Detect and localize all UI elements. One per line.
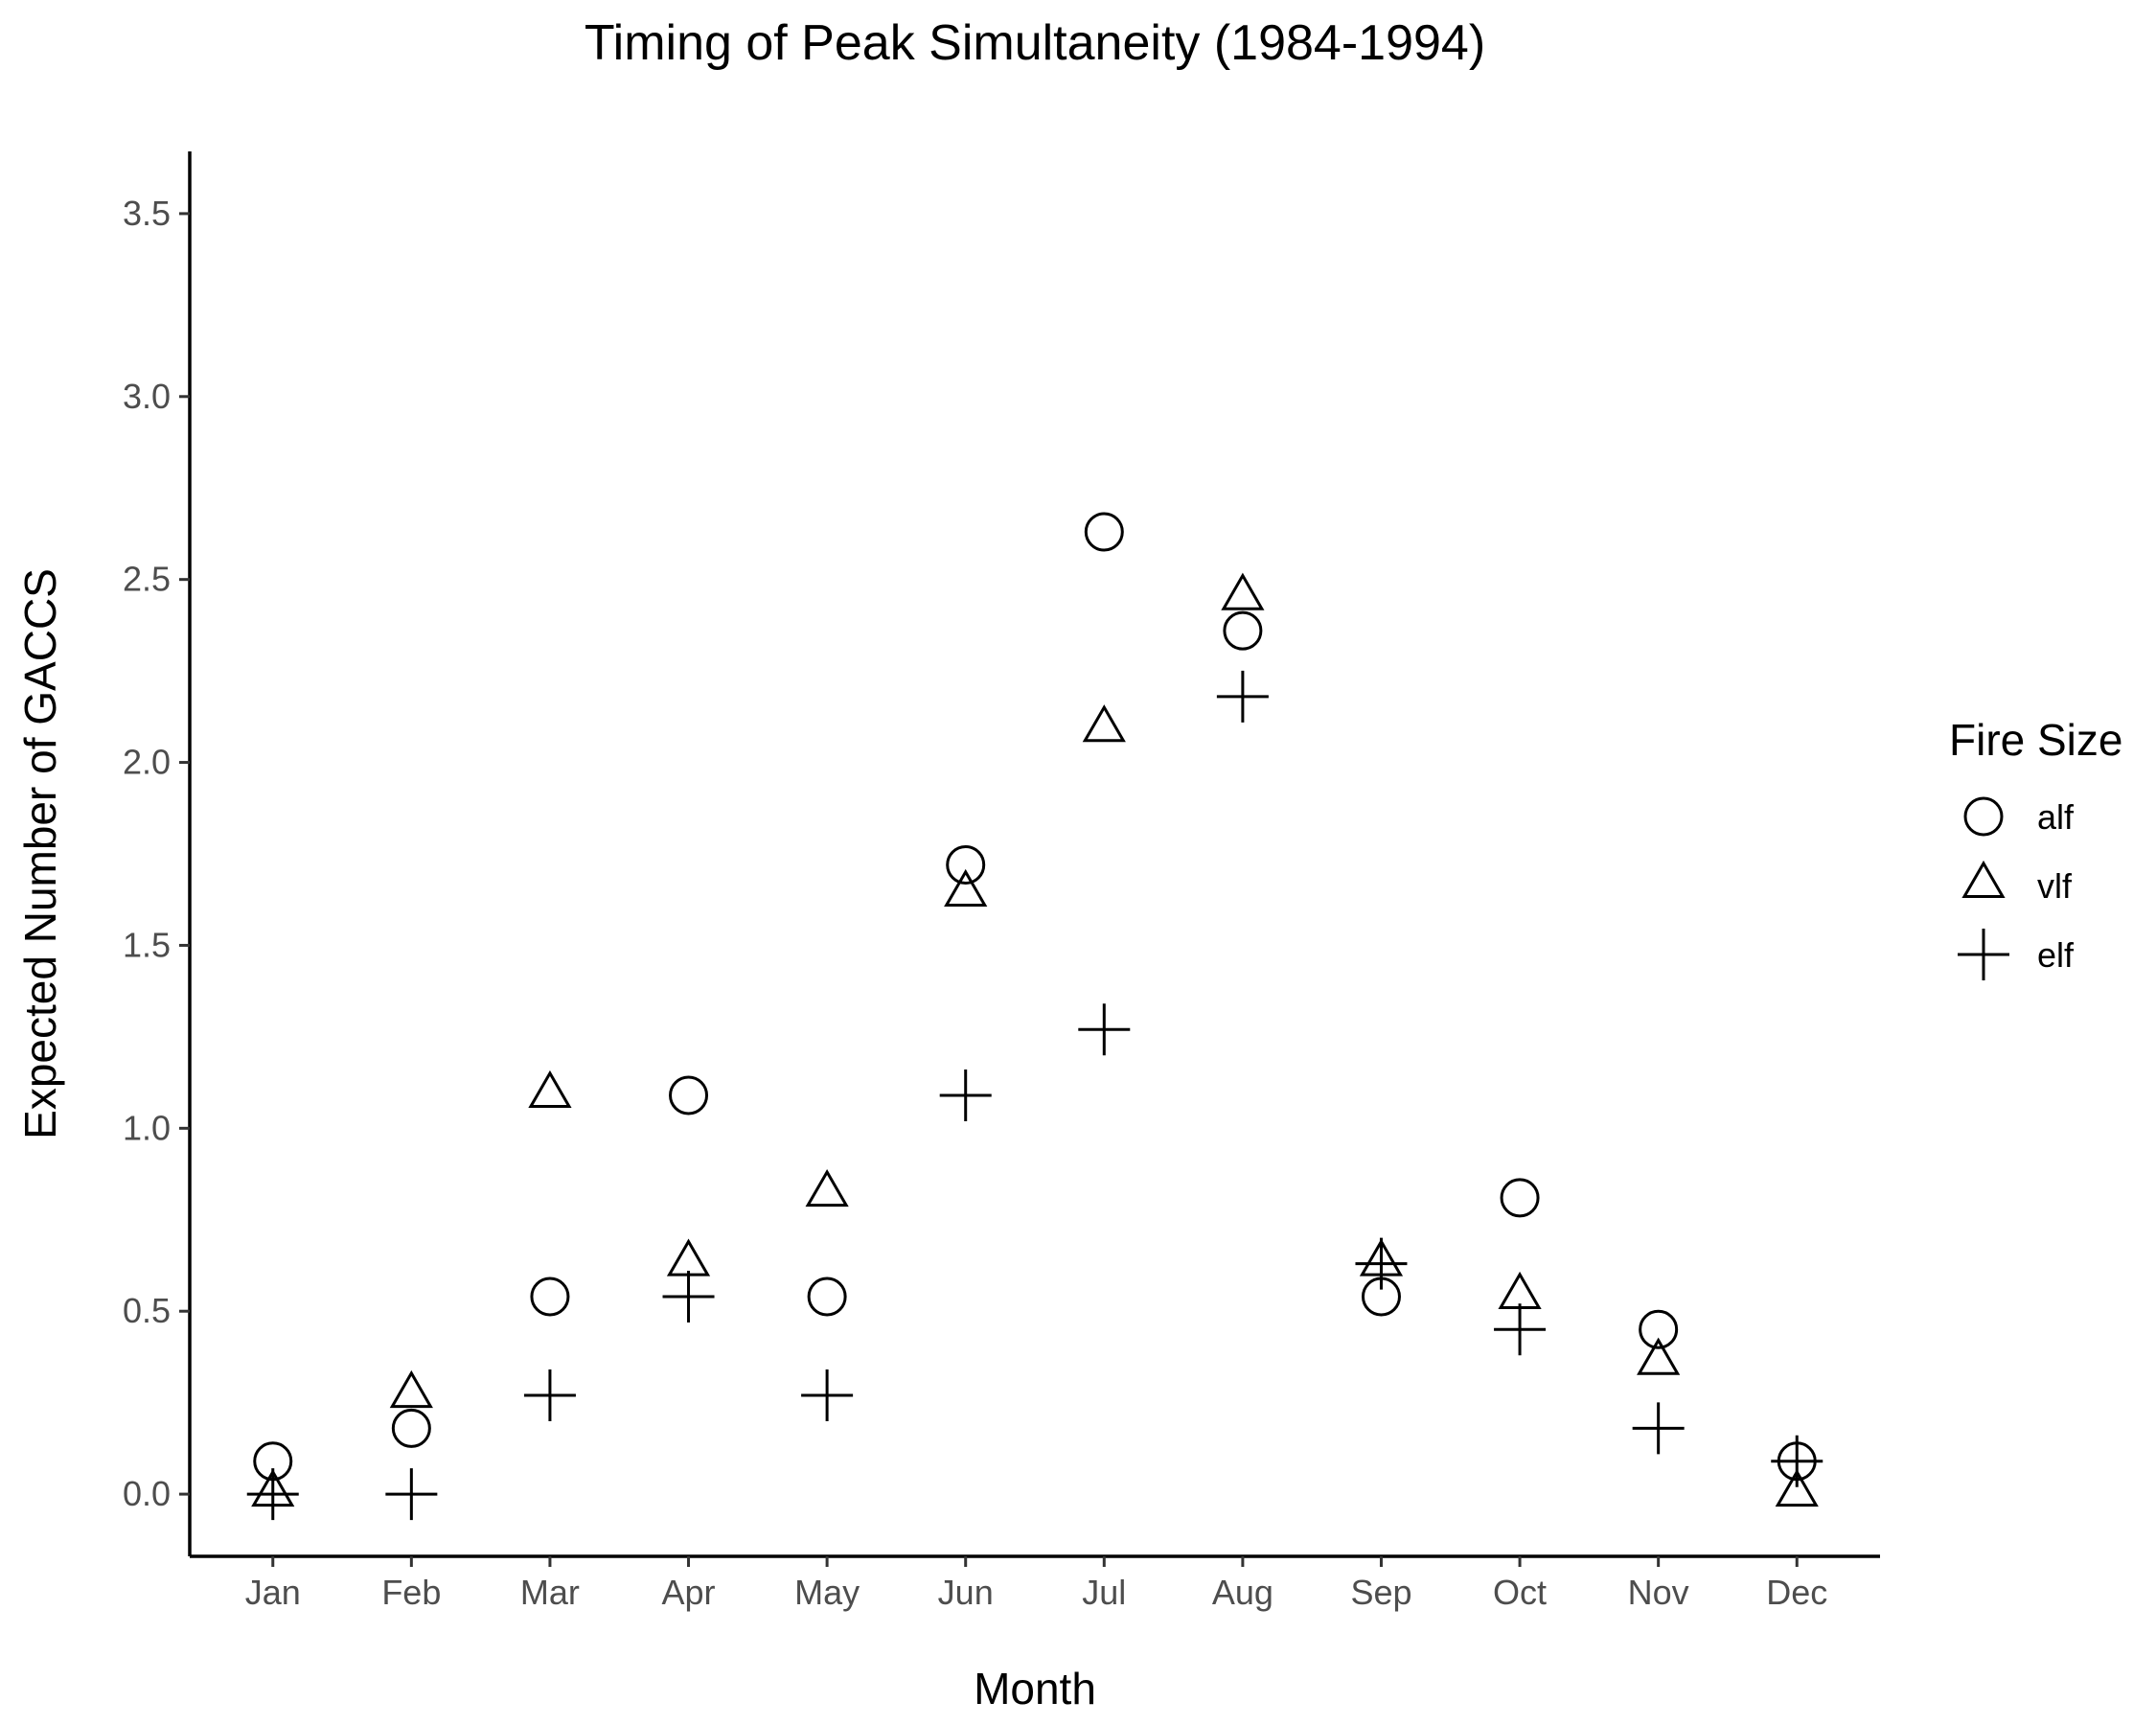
legend-key-plus xyxy=(1958,929,2009,980)
y-tick-label: 3.0 xyxy=(123,377,171,416)
legend-label: alf xyxy=(2037,797,2075,837)
data-point xyxy=(1771,1435,1823,1487)
data-point xyxy=(1082,704,1126,743)
x-tick-label: Dec xyxy=(1766,1573,1827,1612)
data-point xyxy=(391,1408,431,1448)
data-point xyxy=(1639,1309,1679,1349)
x-tick-label: May xyxy=(794,1573,860,1612)
x-tick-label: Aug xyxy=(1212,1573,1273,1612)
series-alf xyxy=(253,512,1817,1482)
x-tick-label: Oct xyxy=(1493,1573,1547,1612)
x-tick-label: Jan xyxy=(245,1573,301,1612)
data-point xyxy=(946,844,986,885)
y-tick-label: 1.0 xyxy=(123,1108,171,1147)
data-point xyxy=(666,1238,711,1276)
x-tick-label: Mar xyxy=(520,1573,580,1612)
x-tick-label: Sep xyxy=(1350,1573,1411,1612)
data-point xyxy=(1078,1003,1131,1056)
x-tick-label: Apr xyxy=(662,1573,716,1612)
x-tick-label: Nov xyxy=(1628,1573,1689,1612)
data-point xyxy=(1637,1337,1681,1375)
data-point xyxy=(807,1276,847,1317)
legend-label: vlf xyxy=(2037,866,2073,906)
x-axis-title: Month xyxy=(974,1664,1096,1714)
data-point xyxy=(1498,1271,1542,1309)
legend-key-triangle xyxy=(1961,860,2006,899)
y-tick-label: 0.0 xyxy=(123,1474,171,1513)
data-point xyxy=(1084,512,1124,552)
y-tick-label: 0.5 xyxy=(123,1291,171,1330)
data-point xyxy=(523,1369,576,1422)
data-point xyxy=(1355,1237,1408,1290)
y-tick-label: 2.0 xyxy=(123,743,171,782)
x-axis-ticks: Jan Feb Mar Apr May Jun Jul Aug Sep Oct Nov Dec xyxy=(245,1556,1827,1612)
data-point xyxy=(528,1070,572,1109)
data-point xyxy=(944,868,988,908)
series-vlf xyxy=(251,572,1819,1507)
data-point xyxy=(1221,572,1265,610)
legend-item-alf: alf xyxy=(1963,796,2075,837)
y-tick-label: 1.5 xyxy=(123,925,171,964)
y-tick-label: 3.5 xyxy=(123,194,171,233)
y-tick-label: 2.5 xyxy=(123,560,171,599)
x-tick-label: Feb xyxy=(381,1573,441,1612)
data-point xyxy=(669,1075,709,1116)
data-point xyxy=(1223,610,1263,651)
plot-area xyxy=(246,512,1823,1521)
legend-item-elf: elf xyxy=(1958,929,2075,980)
legend: Fire Size alf vlf elf xyxy=(1949,715,2122,980)
series-elf xyxy=(246,670,1823,1521)
data-point xyxy=(662,1270,715,1322)
legend-title: Fire Size xyxy=(1949,715,2122,765)
legend-label: elf xyxy=(2037,935,2075,975)
data-point xyxy=(1632,1402,1685,1455)
data-point xyxy=(385,1468,438,1521)
data-point xyxy=(1775,1469,1819,1507)
legend-item-vlf: vlf xyxy=(1961,860,2073,906)
data-point xyxy=(389,1369,433,1409)
data-point xyxy=(1500,1178,1540,1218)
data-point xyxy=(805,1168,849,1208)
x-tick-label: Jun xyxy=(938,1573,994,1612)
data-point xyxy=(246,1468,299,1521)
data-point xyxy=(1494,1303,1547,1356)
chart-title: Timing of Peak Simultaneity (1984-1994) xyxy=(585,15,1485,71)
legend-key-circle xyxy=(1963,796,2004,837)
x-tick-label: Jul xyxy=(1082,1573,1126,1612)
data-point xyxy=(530,1276,570,1317)
data-point xyxy=(801,1369,854,1422)
y-axis-ticks: 0.0 0.5 1.0 1.5 2.0 2.5 3.0 3.5 xyxy=(123,194,190,1513)
y-axis-title: Expected Number of GACCS xyxy=(15,568,65,1139)
data-point xyxy=(939,1069,992,1121)
data-point xyxy=(1216,670,1269,723)
legend-items: alf vlf elf xyxy=(1958,796,2075,980)
